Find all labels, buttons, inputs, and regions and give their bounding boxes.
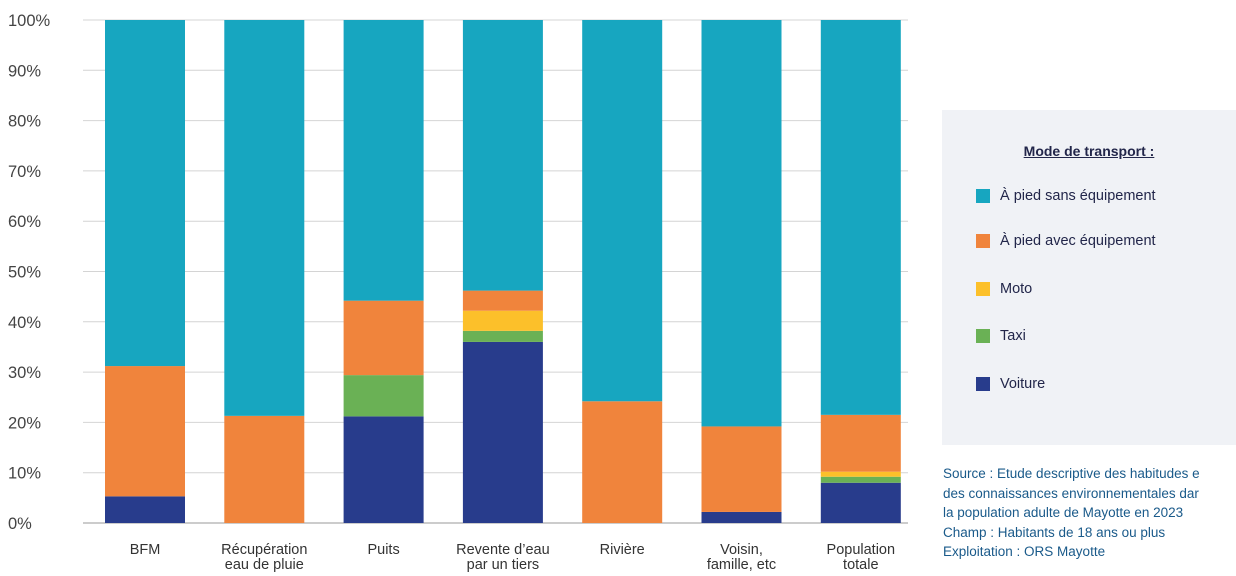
source-line: la population adulte de Mayotte en 2023 bbox=[943, 505, 1184, 520]
bar-segment-moto bbox=[820, 471, 901, 477]
y-tick-label: 100% bbox=[8, 12, 51, 30]
bar-segment-a-pied-avec-equipement bbox=[105, 366, 185, 497]
source-line: Champ : Habitants de 18 ans ou plus bbox=[943, 524, 1166, 540]
legend-swatch bbox=[976, 329, 990, 343]
x-tick-label: Voisin, bbox=[720, 542, 763, 558]
legend-label: À pied sans équipement bbox=[1000, 188, 1156, 204]
x-tick-label: Population bbox=[827, 542, 896, 558]
bar-segment-taxi bbox=[343, 375, 424, 417]
legend-label: Taxi bbox=[1000, 328, 1026, 344]
y-tick-label: 30% bbox=[8, 364, 41, 382]
bar-segment-a-pied-sans-equipement bbox=[462, 20, 543, 291]
legend-label: À pied avec équipement bbox=[1000, 233, 1156, 249]
y-tick-label: 0% bbox=[8, 515, 32, 533]
bar-segment-taxi bbox=[820, 476, 901, 483]
y-tick-label: 90% bbox=[8, 62, 41, 80]
bar-segment-taxi bbox=[462, 330, 543, 342]
bar-segment-a-pied-sans-equipement bbox=[105, 20, 185, 367]
x-tick-label: Récupération bbox=[221, 542, 307, 558]
legend-item-moto: Moto bbox=[976, 280, 1032, 298]
y-tick-label: 60% bbox=[8, 213, 41, 231]
bar-segment-a-pied-sans-equipement bbox=[224, 20, 305, 416]
source-note: Source : Etude descriptive des habitudes… bbox=[943, 464, 1236, 562]
legend-label: Moto bbox=[1000, 281, 1033, 297]
bar-segment-a-pied-avec-equipement bbox=[462, 290, 543, 311]
bar-segment-a-pied-sans-equipement bbox=[820, 20, 901, 415]
stacked-bar-chart: 0% 10% 20% 30% 40% 50% 60% 70% 80% 90% 100% BFM Récu… bbox=[8, 12, 908, 573]
bar-segment-a-pied-avec-equipement bbox=[343, 300, 424, 376]
bar-segment-a-pied-sans-equipement bbox=[343, 20, 424, 301]
y-tick-label: 40% bbox=[8, 314, 41, 332]
legend-item-taxi: Taxi bbox=[976, 327, 1026, 345]
bar-segment-voiture bbox=[343, 416, 424, 523]
legend-item-a-pied-sans-equipement: À pied sans équipement bbox=[976, 187, 1156, 205]
x-tick-label: Revente d’eau bbox=[456, 542, 550, 558]
y-tick-label: 20% bbox=[8, 414, 41, 432]
y-tick-label: 80% bbox=[8, 113, 41, 131]
legend-item-a-pied-avec-equipement: À pied avec équipement bbox=[976, 232, 1156, 250]
bar-segment-voiture bbox=[462, 341, 543, 523]
legend-title: Mode de transport : bbox=[1023, 143, 1155, 159]
legend-label: Voiture bbox=[1000, 376, 1046, 392]
y-tick-label: 10% bbox=[8, 465, 41, 483]
bar-segment-a-pied-avec-equipement bbox=[820, 414, 901, 472]
bar-segment-a-pied-avec-equipement bbox=[582, 401, 663, 523]
bar-segment-voiture bbox=[820, 482, 901, 523]
x-tick-label: par un tiers bbox=[467, 557, 540, 573]
x-tick-label: Rivière bbox=[600, 542, 645, 558]
source-line: Source : Etude descriptive des habitudes… bbox=[943, 466, 1200, 481]
legend-swatch bbox=[976, 234, 990, 248]
y-tick-label: 70% bbox=[8, 163, 41, 181]
legend-swatch bbox=[976, 282, 990, 296]
bar-segment-voiture bbox=[105, 496, 185, 523]
x-tick-label: Puits bbox=[367, 542, 399, 558]
legend: Mode de transport : À pied sans équipeme… bbox=[942, 110, 1236, 445]
bar-segment-a-pied-avec-equipement bbox=[701, 426, 782, 512]
legend-swatch bbox=[976, 189, 990, 203]
bar-segment-voiture bbox=[701, 511, 782, 523]
y-tick-label: 50% bbox=[8, 264, 41, 282]
bar-segment-moto bbox=[462, 310, 543, 331]
source-line: des connaissances environnementales dar bbox=[943, 485, 1199, 501]
legend-swatch bbox=[976, 377, 990, 391]
source-line: Exploitation : ORS Mayotte bbox=[943, 544, 1106, 559]
legend-item-voiture: Voiture bbox=[976, 375, 1045, 393]
x-tick-label: totale bbox=[843, 557, 878, 573]
bar-segment-a-pied-sans-equipement bbox=[582, 20, 663, 402]
x-tick-label: BFM bbox=[130, 542, 161, 558]
bar-segment-a-pied-avec-equipement bbox=[224, 415, 305, 523]
x-tick-label: eau de pluie bbox=[225, 557, 304, 573]
bar-segment-a-pied-sans-equipement bbox=[701, 20, 782, 427]
x-tick-label: famille, etc bbox=[707, 557, 776, 573]
